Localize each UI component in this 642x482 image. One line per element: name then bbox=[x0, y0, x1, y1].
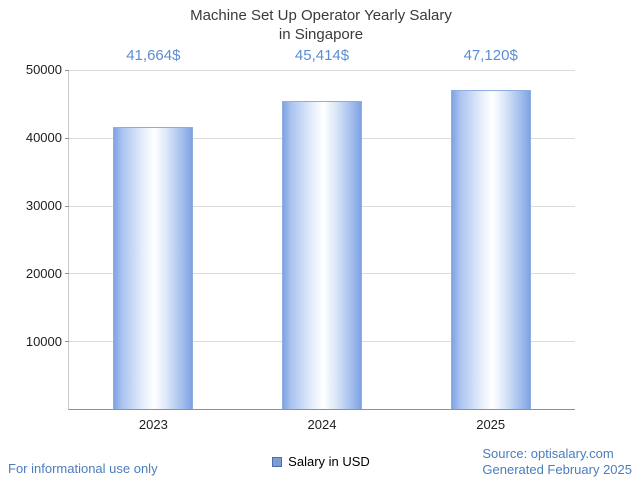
y-tick-mark bbox=[65, 137, 69, 139]
y-tick-label: 30000 bbox=[25, 198, 62, 213]
y-tick-label: 10000 bbox=[25, 334, 62, 349]
bar-column-2023: 41,664$ 2023 bbox=[69, 47, 238, 432]
chart-title-line2: in Singapore bbox=[278, 26, 364, 43]
plot-area: 41,664$ 2023 45,414$ 2024 47,120$ 2025 bbox=[65, 47, 575, 432]
x-tick-label: 2024 bbox=[307, 417, 337, 432]
legend: Salary in USD bbox=[0, 454, 642, 469]
bar-column-2025: 47,120$ 2025 bbox=[406, 47, 575, 432]
bar-value-label: 47,120$ bbox=[463, 47, 518, 64]
bar-value-label: 45,414$ bbox=[294, 47, 350, 64]
bar-2025 bbox=[450, 89, 531, 409]
bar-columns: 41,664$ 2023 45,414$ 2024 47,120$ 2025 bbox=[69, 47, 575, 432]
y-tick-label: 50000 bbox=[25, 62, 62, 77]
y-tick-label: 40000 bbox=[25, 130, 62, 145]
y-tick-mark bbox=[65, 70, 69, 71]
x-tick-label: 2023 bbox=[138, 417, 168, 432]
y-tick-mark bbox=[65, 205, 69, 207]
y-tick-mark bbox=[65, 341, 69, 343]
source-block: Source: optisalary.com Generated Februar… bbox=[482, 446, 632, 478]
y-tick-label: 20000 bbox=[25, 266, 62, 281]
disclaimer-text: For informational use only bbox=[8, 461, 158, 476]
bar-2024 bbox=[282, 101, 362, 409]
legend-label: Salary in USD bbox=[288, 454, 370, 469]
y-axis-labels: 10000 20000 30000 40000 50000 bbox=[0, 63, 62, 410]
chart-title: Machine Set Up Operator Yearly Salary in… bbox=[0, 6, 642, 44]
gridline bbox=[69, 70, 575, 71]
generated-text: Generated February 2025 bbox=[482, 462, 632, 477]
x-tick-label: 2025 bbox=[476, 417, 506, 432]
bar-2023 bbox=[113, 126, 194, 409]
legend-swatch bbox=[272, 456, 283, 467]
y-tick-mark bbox=[65, 273, 69, 275]
source-text: Source: optisalary.com bbox=[482, 446, 614, 461]
bar-column-2024: 45,414$ 2024 bbox=[238, 47, 407, 432]
bar-value-label: 41,664$ bbox=[126, 47, 181, 64]
chart-title-line1: Machine Set Up Operator Yearly Salary bbox=[190, 7, 452, 24]
